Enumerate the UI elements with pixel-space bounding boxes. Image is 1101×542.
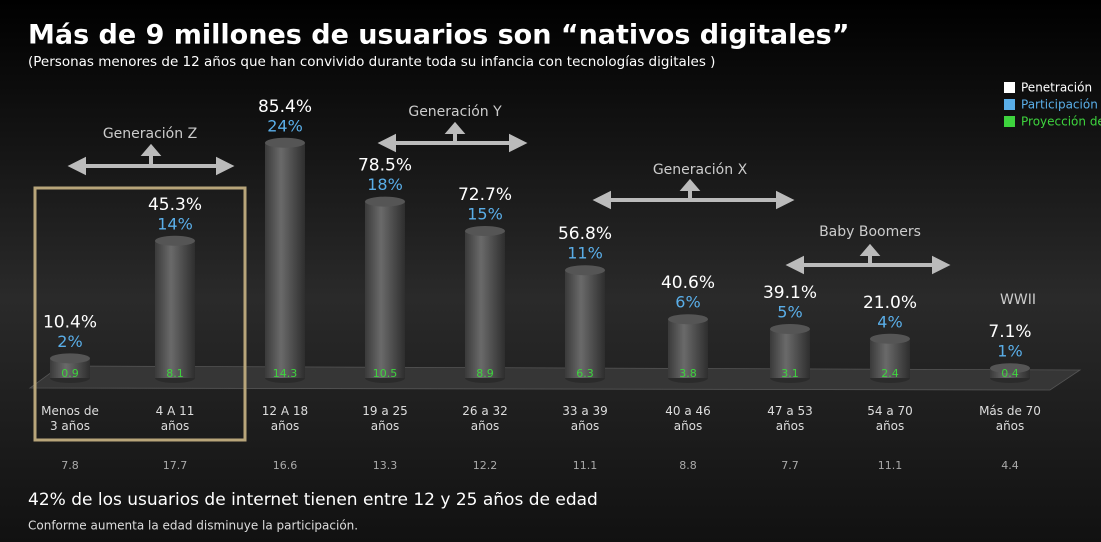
participation-label: 1% (997, 342, 1022, 361)
projection-label: 8.1 (166, 367, 184, 380)
legend-swatch (1004, 82, 1015, 93)
footer-value: 13.3 (373, 459, 398, 472)
x-tick-label: 47 a 53 años (767, 404, 813, 433)
cylinder-top (155, 235, 195, 246)
cylinder-top (465, 226, 505, 236)
subtitle: (Personas menores de 12 años que han con… (28, 54, 715, 70)
bar (365, 201, 405, 378)
legend-label: Proyección de usuarios (1021, 115, 1101, 129)
generation-label: Baby Boomers (819, 224, 921, 240)
cylinder-top (990, 363, 1030, 374)
participation-label: 18% (367, 175, 403, 194)
projection-label: 3.8 (679, 367, 697, 380)
penetration-label: 10.4% (43, 312, 97, 332)
subnote: Conforme aumenta la edad disminuye la pa… (28, 519, 358, 533)
cylinder-top (565, 265, 605, 276)
penetration-label: 40.6% (661, 273, 715, 293)
participation-label: 2% (57, 332, 82, 351)
penetration-label: 21.0% (863, 293, 917, 313)
footer-value: 7.8 (61, 459, 79, 472)
highlight-box (33, 186, 247, 442)
x-tick-label: 33 a 39 años (562, 404, 608, 433)
x-tick-label: 26 a 32 años (462, 404, 508, 433)
x-tick-label: 40 a 46 años (665, 404, 711, 433)
projection-label: 10.5 (373, 367, 398, 380)
bar (770, 329, 810, 378)
participation-label: 11% (567, 244, 603, 263)
penetration-label: 85.4% (258, 97, 312, 117)
projection-label: 3.1 (781, 367, 799, 380)
participation-label: 15% (467, 205, 503, 224)
penetration-label: 45.3% (148, 195, 202, 215)
cylinder-top (265, 137, 305, 148)
x-tick-label: 12 A 18 años (261, 404, 309, 433)
footer-value: 11.1 (573, 459, 598, 472)
penetration-label: 39.1% (763, 283, 817, 303)
bar (565, 270, 605, 378)
generation-label: Generación Y (408, 104, 502, 120)
legend-swatch (1004, 116, 1015, 127)
penetration-label: 7.1% (988, 322, 1031, 342)
participation-label: 4% (877, 312, 902, 331)
bar (155, 240, 195, 378)
cylinder-top (668, 314, 708, 325)
x-tick-label: Más de 70 años (979, 404, 1041, 433)
cylinder-top (365, 196, 405, 207)
legend-swatch (1004, 99, 1015, 110)
bar (50, 358, 90, 378)
participation-label: 14% (157, 214, 193, 233)
title: Más de 9 millones de usuarios son “nativ… (28, 20, 849, 51)
generation-label: Generación Z (103, 126, 197, 142)
penetration-label: 56.8% (558, 224, 612, 244)
note: 42% de los usuarios de internet tienen e… (28, 490, 598, 510)
cylinder-top (870, 333, 910, 344)
participation-label: 24% (267, 116, 303, 135)
projection-label: 2.4 (881, 367, 899, 380)
arrows (67, 121, 951, 275)
footer-value: 7.7 (781, 459, 799, 472)
cylinder-top (770, 324, 810, 334)
participation-label: 5% (777, 303, 802, 322)
projection-label: 14.3 (273, 367, 298, 380)
x-tick-label: 4 A 11 años (155, 404, 195, 433)
cylinder-top (50, 353, 90, 364)
footer-value: 4.4 (1001, 459, 1019, 472)
penetration-label: 72.7% (458, 185, 512, 205)
projection-label: 0.9 (61, 367, 79, 380)
bar (465, 231, 505, 378)
projection-label: 8.9 (476, 367, 494, 380)
bar (870, 338, 910, 378)
footer-value: 17.7 (163, 459, 188, 472)
penetration-label: 78.5% (358, 156, 412, 176)
footer-value: 11.1 (878, 459, 903, 472)
footer-value: 12.2 (473, 459, 498, 472)
projection-label: 0.4 (1001, 367, 1019, 380)
generation-label: Generación X (653, 162, 748, 178)
x-tick-label: Menos de 3 años (41, 404, 99, 433)
x-tick-label: 54 a 70 años (867, 404, 913, 433)
x-tick-label: 19 a 25 años (362, 404, 408, 433)
generation-label: WWII (1000, 292, 1036, 308)
bar (265, 142, 305, 378)
projection-label: 6.3 (576, 367, 594, 380)
footer-value: 16.6 (273, 459, 298, 472)
legend-label: Penetración (1021, 81, 1092, 95)
bar (668, 319, 708, 378)
footer-value: 8.8 (679, 459, 697, 472)
participation-label: 6% (675, 293, 700, 312)
legend-label: Participación (1021, 98, 1098, 112)
